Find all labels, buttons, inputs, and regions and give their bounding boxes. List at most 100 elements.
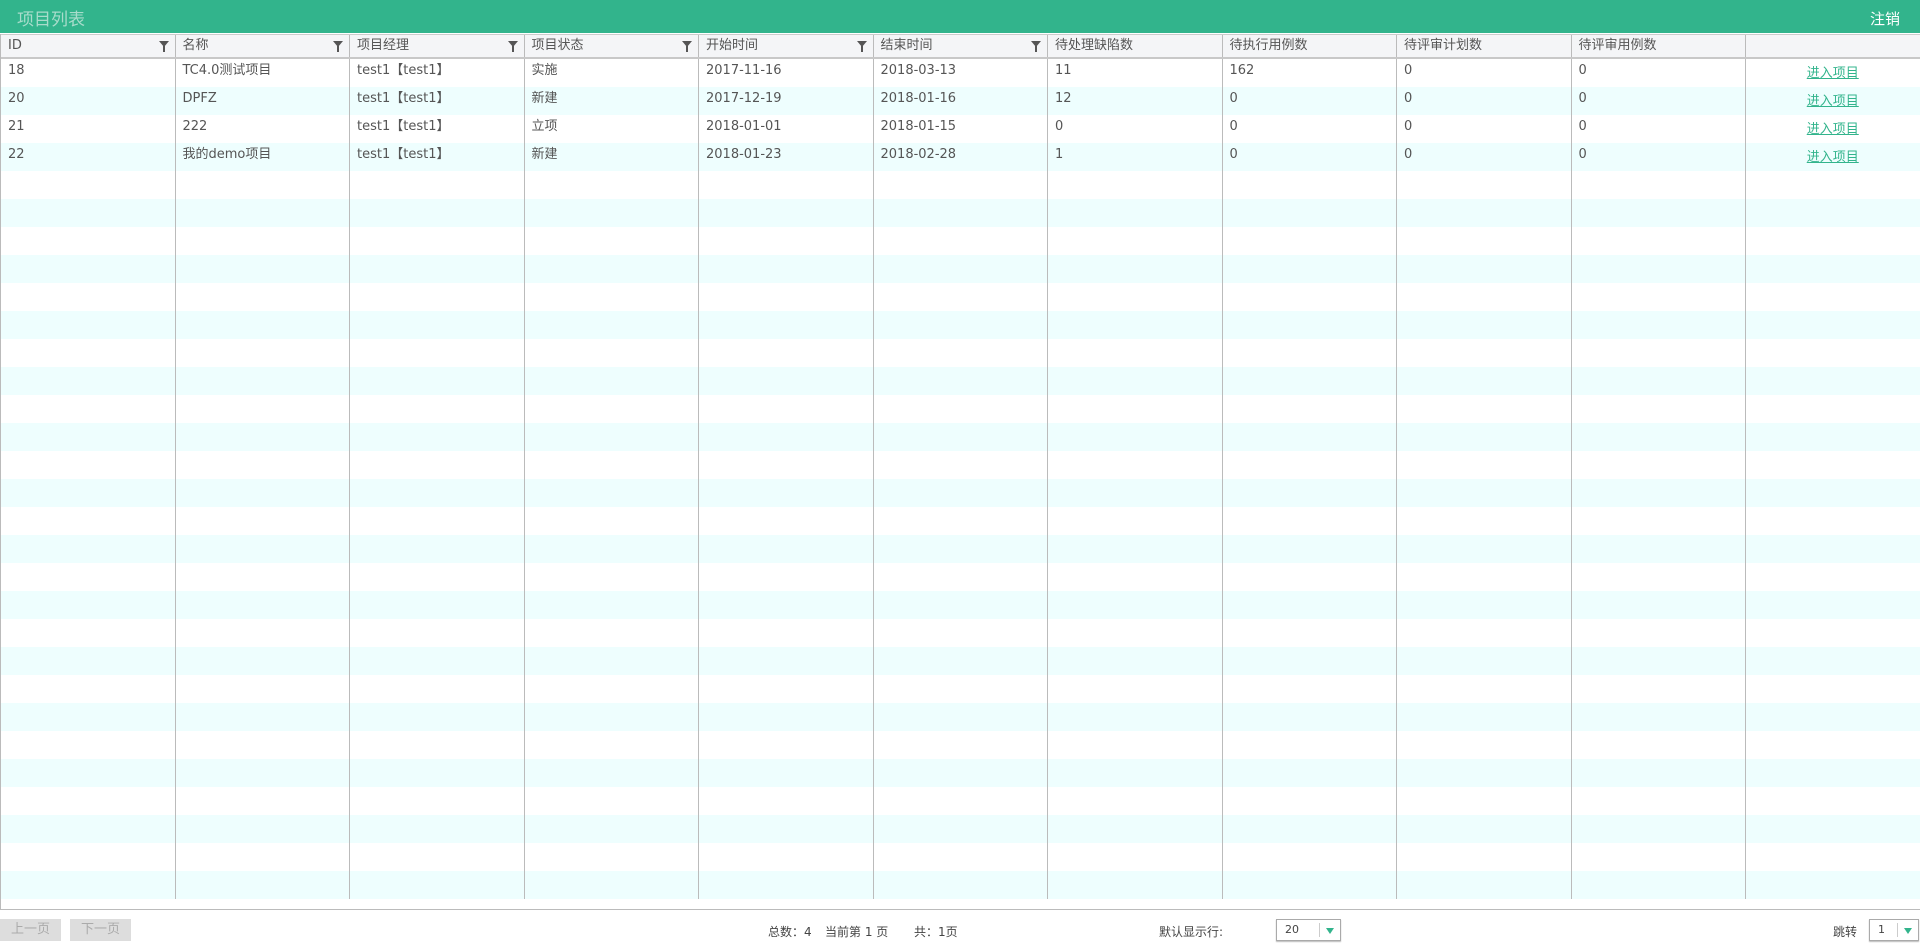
table-cell xyxy=(874,479,1048,507)
table-cell xyxy=(699,311,874,339)
column-header[interactable]: 名称 xyxy=(176,35,350,57)
table-cell xyxy=(176,199,350,227)
table-cell xyxy=(1223,311,1397,339)
table-cell xyxy=(1572,479,1746,507)
table-cell xyxy=(699,759,874,787)
table-cell xyxy=(1223,255,1397,283)
prev-page-button[interactable]: 上一页 xyxy=(0,919,61,941)
filter-icon[interactable] xyxy=(507,41,518,52)
column-header[interactable]: 待处理缺陷数 xyxy=(1048,35,1223,57)
table-cell xyxy=(176,815,350,843)
table-cell xyxy=(525,367,699,395)
table-cell: 0 xyxy=(1572,115,1746,143)
table-cell xyxy=(1746,395,1920,423)
jump-page-select[interactable]: 1 xyxy=(1869,919,1919,941)
table-cell: 0 xyxy=(1397,59,1572,87)
table-cell xyxy=(1572,227,1746,255)
filter-icon[interactable] xyxy=(158,41,169,52)
column-header[interactable] xyxy=(1746,35,1920,57)
table-cell: 2017-11-16 xyxy=(699,59,874,87)
logout-button[interactable]: 注销 xyxy=(1869,10,1900,28)
table-cell: 11 xyxy=(1048,59,1223,87)
table-cell xyxy=(1397,535,1572,563)
table-cell: 2017-12-19 xyxy=(699,87,874,115)
enter-project-link[interactable]: 进入项目 xyxy=(1806,150,1859,165)
table-cell xyxy=(1746,255,1920,283)
table-cell xyxy=(1,283,176,311)
table-row: 22 我的demo项目 test1【test1】 新建 2018-01-23 2018-0… xyxy=(1,143,1920,171)
column-header[interactable]: 待评审计划数 xyxy=(1397,35,1572,57)
table-cell xyxy=(874,199,1048,227)
empty-row xyxy=(1,787,1920,815)
column-header[interactable]: 项目状态 xyxy=(525,35,699,57)
table-cell xyxy=(1223,367,1397,395)
column-header-label: 待执行用例数 xyxy=(1229,38,1308,53)
table-cell xyxy=(176,731,350,759)
next-page-button[interactable]: 下一页 xyxy=(70,919,131,941)
empty-row xyxy=(1,451,1920,479)
table-cell xyxy=(874,227,1048,255)
table-cell xyxy=(1223,703,1397,731)
column-header[interactable]: 项目经理 xyxy=(350,35,525,57)
enter-project-link[interactable]: 进入项目 xyxy=(1806,122,1859,137)
table-cell xyxy=(1746,423,1920,451)
table-cell xyxy=(874,339,1048,367)
table-cell xyxy=(1572,787,1746,815)
table-cell xyxy=(1,563,176,591)
table-cell xyxy=(176,283,350,311)
table-cell xyxy=(525,395,699,423)
table-cell xyxy=(176,367,350,395)
table-cell xyxy=(1746,647,1920,675)
table-cell xyxy=(1,731,176,759)
table-cell xyxy=(176,339,350,367)
table-cell xyxy=(176,255,350,283)
table-cell: 2018-01-23 xyxy=(699,143,874,171)
table-cell xyxy=(1746,171,1920,199)
table-cell xyxy=(525,619,699,647)
table-cell xyxy=(525,591,699,619)
empty-row xyxy=(1,843,1920,871)
column-header[interactable]: ID xyxy=(1,35,176,57)
column-header[interactable]: 开始时间 xyxy=(699,35,874,57)
table-cell xyxy=(176,703,350,731)
rows-per-page-select[interactable]: 20 xyxy=(1276,919,1341,941)
table-cell xyxy=(874,843,1048,871)
filter-icon[interactable] xyxy=(333,41,343,52)
table-cell xyxy=(1,171,176,199)
table-cell xyxy=(1572,255,1746,283)
table-cell xyxy=(1746,451,1920,479)
table-cell xyxy=(525,703,699,731)
table-cell xyxy=(525,199,699,227)
table-cell: 0 xyxy=(1572,59,1746,87)
enter-project-link[interactable]: 进入项目 xyxy=(1806,94,1859,109)
table-cell xyxy=(1397,199,1572,227)
table-cell xyxy=(1223,675,1397,703)
table-cell: 进入项目 xyxy=(1746,87,1920,115)
top-bar: 项目列表 注销 xyxy=(0,0,1920,33)
column-header[interactable]: 结束时间 xyxy=(874,35,1048,57)
chevron-down-icon xyxy=(1904,928,1912,934)
table-cell xyxy=(350,843,525,871)
column-header[interactable]: 待执行用例数 xyxy=(1223,35,1397,57)
table-cell xyxy=(1746,787,1920,815)
table-cell xyxy=(1,759,176,787)
pagination-bar: 上一页 下一页 总数：4 当前第 1 页 共：1页 默认显示行: 20 跳转 1 xyxy=(0,918,1920,942)
table-cell xyxy=(1572,675,1746,703)
table-cell xyxy=(1223,815,1397,843)
table-cell xyxy=(1572,843,1746,871)
filter-icon[interactable] xyxy=(856,41,867,52)
column-header[interactable]: 待评审用例数 xyxy=(1572,35,1746,57)
filter-icon[interactable] xyxy=(1031,41,1041,52)
table-cell xyxy=(699,647,874,675)
table-cell xyxy=(1,311,176,339)
table-cell xyxy=(1,451,176,479)
table-cell xyxy=(699,843,874,871)
table-cell xyxy=(1746,507,1920,535)
filter-icon[interactable] xyxy=(682,41,692,52)
table-cell xyxy=(1223,871,1397,899)
table-cell xyxy=(1397,283,1572,311)
table-cell xyxy=(1048,311,1223,339)
enter-project-link[interactable]: 进入项目 xyxy=(1806,66,1859,81)
table-cell xyxy=(525,787,699,815)
chevron-down-icon xyxy=(1326,928,1334,934)
